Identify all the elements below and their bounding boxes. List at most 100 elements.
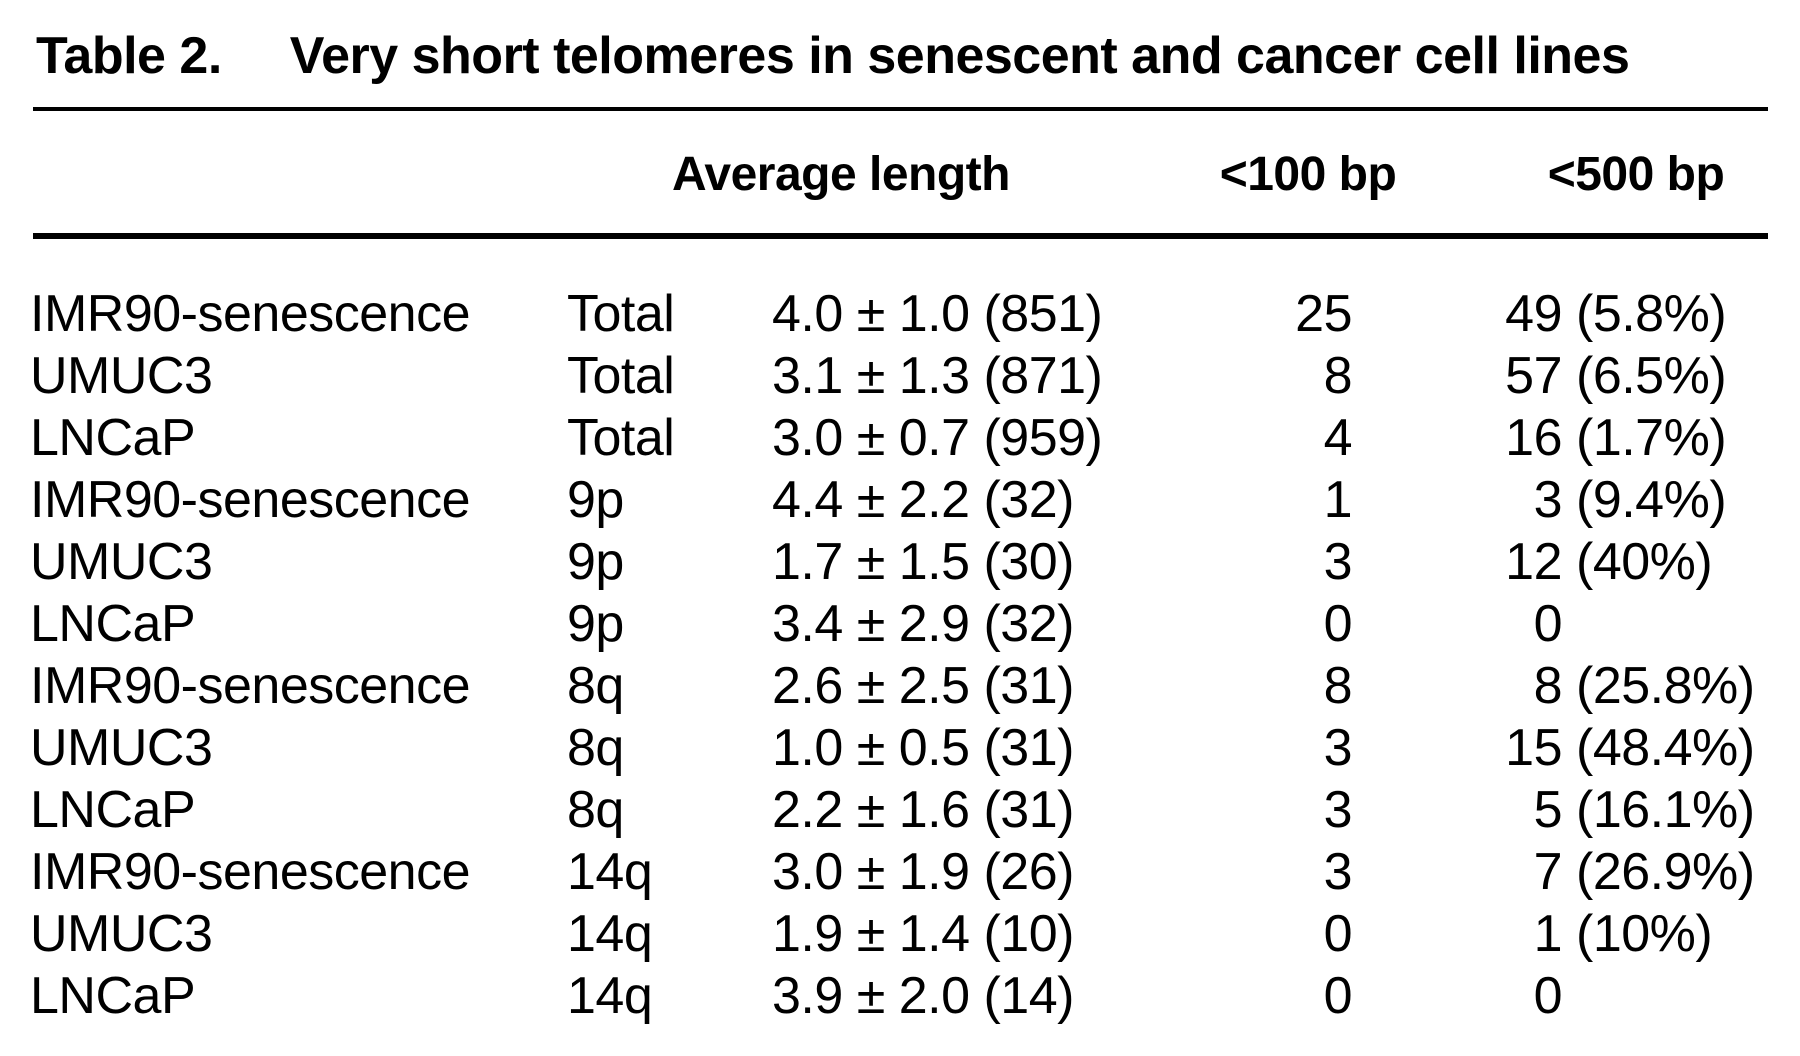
lt100bp-count: 25	[1295, 285, 1352, 343]
average-length-value: 4.0 ± 1.0 (851)	[772, 285, 1103, 343]
lt100bp-count: 8	[1323, 347, 1353, 405]
lt500bp-percent: (5.8%)	[1576, 285, 1727, 343]
lt500bp-cell: 3 (9.4%)	[1352, 469, 1770, 531]
table-row: IMR90-senescence 8q 2.6 ± 2.5 (31) 8 8 (2…	[30, 655, 1770, 717]
lt100bp-count: 4	[1323, 409, 1353, 467]
table-number-label: Table 2.	[36, 27, 222, 85]
cell-line-name: IMR90-senescence	[30, 471, 471, 529]
table-row: IMR90-senescence 14q 3.0 ± 1.9 (26) 3 7(…	[30, 841, 1770, 903]
chromosome-region: Total	[567, 409, 675, 467]
lt500bp-count: 15	[1505, 719, 1562, 777]
lt100bp-count: 0	[1323, 905, 1353, 963]
average-length-value: 3.0 ± 0.7 (959)	[772, 409, 1103, 467]
cell-line-name: IMR90-senescence	[30, 843, 471, 901]
average-length-value: 3.1 ± 1.3 (871)	[772, 347, 1103, 405]
table-row: UMUC3 9p 1.7 ± 1.5 (30) 3 12 (40%)	[30, 531, 1770, 593]
average-length-value: 3.4 ± 2.9 (32)	[772, 595, 1074, 653]
chromosome-region: 14q	[567, 967, 653, 1025]
lt500bp-cell: 5 (16.1%)	[1352, 779, 1770, 841]
table-row: LNCaP 8q 2.2 ± 1.6 (31) 3 5 (16.1%)	[30, 779, 1770, 841]
cell-line-name: LNCaP	[30, 595, 196, 653]
lt100bp-count: 8	[1323, 657, 1353, 715]
chromosome-region: 8q	[567, 719, 624, 777]
lt100bp-count: 3	[1323, 533, 1353, 591]
title-divider-rule	[33, 107, 1768, 111]
header-divider-rule	[33, 233, 1768, 239]
lt500bp-count: 49	[1505, 285, 1562, 343]
table-row: LNCaP 14q 3.9 ± 2.0 (14) 0 0	[30, 965, 1770, 1027]
average-length-value: 3.9 ± 2.0 (14)	[772, 967, 1074, 1025]
chromosome-region: 8q	[567, 657, 624, 715]
lt500bp-cell: 12 (40%)	[1352, 531, 1770, 593]
lt500bp-cell: 1 (10%)	[1352, 903, 1770, 965]
lt100bp-count: 3	[1323, 781, 1353, 839]
lt100bp-count: 3	[1323, 719, 1353, 777]
chromosome-region: 8q	[567, 781, 624, 839]
chromosome-region: 9p	[567, 595, 624, 653]
chromosome-region: 9p	[567, 471, 624, 529]
lt500bp-count: 7	[1533, 843, 1563, 901]
cell-line-name: UMUC3	[30, 719, 213, 777]
column-header-average-length: Average length	[672, 148, 1010, 201]
lt500bp-percent: (6.5%)	[1576, 347, 1727, 405]
cell-line-name: UMUC3	[30, 347, 213, 405]
table-row: IMR90-senescence Total 4.0 ± 1.0 (851) 2…	[30, 283, 1770, 345]
chromosome-region: Total	[567, 285, 675, 343]
lt500bp-percent: (9.4%)	[1576, 471, 1727, 529]
table-title-text: Very short telomeres in senescent and ca…	[289, 27, 1630, 85]
lt500bp-cell: 15 (48.4%)	[1352, 717, 1770, 779]
average-length-value: 3.0 ± 1.9 (26)	[772, 843, 1074, 901]
lt500bp-percent: (16.1%)	[1576, 781, 1755, 839]
lt500bp-cell: 49 (5.8%)	[1352, 283, 1770, 345]
average-length-value: 1.9 ± 1.4 (10)	[772, 905, 1074, 963]
lt100bp-count: 0	[1323, 967, 1353, 1025]
lt500bp-count: 8	[1533, 657, 1563, 715]
lt500bp-cell: 0	[1352, 965, 1770, 1027]
lt500bp-cell: 8 (25.8%)	[1352, 655, 1770, 717]
lt500bp-count: 0	[1533, 967, 1563, 1025]
chromosome-region: 14q	[567, 843, 653, 901]
table-row: UMUC3 14q 1.9 ± 1.4 (10) 0 1 (10%)	[30, 903, 1770, 965]
chromosome-region: 14q	[567, 905, 653, 963]
lt500bp-cell: 7 (26.9%)	[1352, 841, 1770, 903]
cell-line-name: LNCaP	[30, 967, 196, 1025]
lt500bp-cell: 0	[1352, 593, 1770, 655]
table-row: LNCaP Total 3.0 ± 0.7 (959) 4 16 (1.7%)	[30, 407, 1770, 469]
lt500bp-cell: 57 (6.5%)	[1352, 345, 1770, 407]
cell-line-name: IMR90-senescence	[30, 285, 471, 343]
lt100bp-count: 1	[1323, 471, 1353, 529]
cell-line-name: UMUC3	[30, 533, 213, 591]
lt500bp-percent: (26.9%)	[1576, 843, 1755, 901]
lt500bp-count: 12	[1505, 533, 1562, 591]
cell-line-name: LNCaP	[30, 781, 196, 839]
table-row: LNCaP 9p 3.4 ± 2.9 (32) 0 0	[30, 593, 1770, 655]
lt500bp-cell: 16 (1.7%)	[1352, 407, 1770, 469]
table-row: IMR90-senescence 9p 4.4 ± 2.2 (32) 1 3 (9…	[30, 469, 1770, 531]
chromosome-region: 9p	[567, 533, 624, 591]
average-length-value: 4.4 ± 2.2 (32)	[772, 471, 1074, 529]
column-header-lt100bp: <100 bp	[1219, 148, 1397, 201]
lt500bp-percent: (1.7%)	[1576, 409, 1727, 467]
cell-line-name: UMUC3	[30, 905, 213, 963]
lt100bp-count: 0	[1323, 595, 1353, 653]
table-caption: Table 2. Very short telomeres in senescen…	[36, 26, 1770, 86]
lt500bp-percent: (40%)	[1576, 533, 1713, 591]
cell-line-name: LNCaP	[30, 409, 196, 467]
table-row: UMUC3 Total 3.1 ± 1.3 (871) 8 57 (6.5%)	[30, 345, 1770, 407]
average-length-value: 2.6 ± 2.5 (31)	[772, 657, 1074, 715]
table-row: UMUC3 8q 1.0 ± 0.5 (31) 3 15 (48.4%)	[30, 717, 1770, 779]
lt500bp-percent: (10%)	[1576, 905, 1713, 963]
lt500bp-count: 16	[1505, 409, 1562, 467]
average-length-value: 1.7 ± 1.5 (30)	[772, 533, 1074, 591]
lt500bp-count: 57	[1505, 347, 1562, 405]
lt100bp-count: 3	[1323, 843, 1353, 901]
lt500bp-percent: (25.8%)	[1576, 657, 1755, 715]
lt500bp-count: 3	[1533, 471, 1563, 529]
lt500bp-count: 5	[1533, 781, 1563, 839]
lt500bp-count: 0	[1533, 595, 1563, 653]
column-header-lt500bp: <500 bp	[1547, 148, 1725, 201]
cell-line-name: IMR90-senescence	[30, 657, 471, 715]
average-length-value: 2.2 ± 1.6 (31)	[772, 781, 1074, 839]
table-body: IMR90-senescence Total 4.0 ± 1.0 (851) 2…	[30, 283, 1770, 1027]
